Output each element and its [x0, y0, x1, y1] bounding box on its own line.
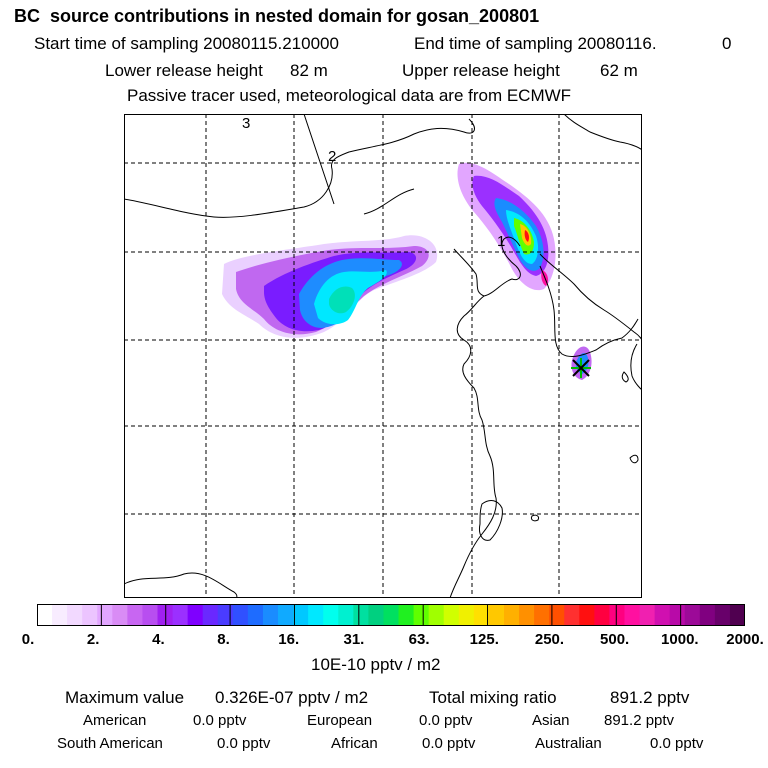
colorbar-cell — [624, 604, 641, 626]
colorbar-cell — [473, 604, 490, 626]
colorbar-cell — [714, 604, 731, 626]
region-value-asian: 891.2 pptv — [604, 712, 675, 729]
plume-inland — [222, 235, 438, 338]
colorbar-cell — [428, 604, 445, 626]
region-name-australian: Australian — [535, 735, 602, 752]
tracer-note: Passive tracer used, meteorological data… — [127, 86, 572, 105]
colorbar-cell — [488, 604, 505, 626]
colorbar-cell — [669, 604, 686, 626]
colorbar-cell — [67, 604, 83, 626]
colorbar-cell — [217, 604, 234, 626]
region-value-american: 0.0 pptv — [193, 712, 247, 729]
plot-title: BC source contributions in nested domain… — [14, 6, 540, 26]
lat-lon-grid — [124, 114, 642, 598]
region-name-american: American — [83, 712, 147, 729]
colorbar-cell — [82, 604, 98, 626]
region-name-asian: Asian — [532, 712, 570, 729]
colorbar-cell — [187, 604, 204, 626]
colorbar-cell — [458, 604, 475, 626]
grid-label-3: 3 — [242, 115, 250, 132]
region-value-south-american: 0.0 pptv — [217, 735, 271, 752]
colorbar-cell — [398, 604, 415, 626]
colorbar-tick-label: 0. — [21, 631, 35, 648]
total-mixing-label: Total mixing ratio — [429, 688, 557, 707]
plume-northeast — [457, 162, 556, 291]
colorbar-cell — [338, 604, 354, 626]
colorbar-cell — [262, 604, 279, 626]
colorbar-cell — [202, 604, 219, 626]
end-time-suffix: 0 — [722, 34, 732, 53]
colorbar-tick-label: 2000. — [726, 631, 764, 648]
map-frame — [124, 114, 642, 598]
grid-label-1: 1 — [497, 233, 505, 250]
colorbar-cell — [97, 604, 113, 626]
colorbar-cell — [549, 604, 565, 626]
max-value: 0.326E-07 pptv / m2 — [215, 688, 369, 707]
colorbar-cell — [247, 604, 264, 626]
colorbar-tick-label: 1000. — [661, 631, 699, 648]
lower-height-label: Lower release height — [105, 61, 263, 80]
colorbar-cell — [639, 604, 656, 626]
colorbar-cell — [172, 604, 189, 626]
colorbar-cell — [684, 604, 701, 626]
coastlines — [124, 114, 642, 598]
colorbar-tick-label: 8. — [217, 631, 230, 648]
colorbar-cell — [52, 604, 68, 626]
colorbar-tick-label: 4. — [152, 631, 165, 648]
colorbar-cell — [323, 604, 339, 626]
colorbar-cell — [609, 604, 626, 626]
colorbar-unit: 10E-10 pptv / m2 — [311, 655, 441, 674]
region-value-african: 0.0 pptv — [422, 735, 476, 752]
colorbar-cell — [112, 604, 128, 626]
colorbar-cell — [534, 604, 550, 626]
colorbar-cell — [383, 604, 400, 626]
colorbar-cell — [127, 604, 144, 626]
upper-height-value: 62 m — [600, 61, 638, 80]
end-time-label: End time of sampling 20080116. — [414, 34, 657, 53]
colorbar-cell — [278, 604, 294, 626]
region-value-australian: 0.0 pptv — [650, 735, 704, 752]
max-value-label: Maximum value — [65, 688, 185, 707]
colorbar-tick-label: 500. — [600, 631, 630, 648]
receptor-marker — [571, 358, 591, 378]
colorbar-frame — [37, 604, 745, 626]
upper-height-label: Upper release height — [402, 61, 560, 80]
colorbar-cell — [353, 604, 370, 626]
source-contribution-map: 3 2 1 — [124, 114, 642, 598]
lower-height-value: 82 m — [290, 61, 328, 80]
colorbar-cell — [594, 604, 611, 626]
colorbar-cell — [503, 604, 520, 626]
colorbar-cell — [232, 604, 249, 626]
colorbar-tick-label: 63. — [408, 631, 430, 648]
start-time-label: Start time of sampling 20080115.210000 — [34, 34, 339, 53]
colorbar-cell — [699, 604, 716, 626]
colorbar-cell — [142, 604, 159, 626]
colorbar-tick-label: 250. — [534, 631, 565, 648]
colorbar-cell — [368, 604, 385, 626]
colorbar-cell — [654, 604, 671, 626]
colorbar-tick-label: 31. — [343, 631, 365, 648]
colorbar-cell — [564, 604, 580, 626]
colorbar-cell — [729, 604, 745, 626]
colorbar-cell — [413, 604, 430, 626]
colorbar — [37, 604, 745, 626]
total-mixing-value: 891.2 pptv — [610, 688, 690, 707]
region-value-european: 0.0 pptv — [419, 712, 473, 729]
colorbar-cell — [308, 604, 324, 626]
colorbar-cell — [37, 604, 53, 626]
colorbar-cell — [579, 604, 595, 626]
colorbar-tick-label: 125. — [469, 631, 499, 648]
colorbar-cell — [443, 604, 460, 626]
region-name-south-american: South American — [57, 735, 163, 752]
grid-label-2: 2 — [328, 148, 336, 165]
colorbar-tick-label: 2. — [86, 631, 100, 648]
region-name-european: European — [307, 712, 373, 729]
colorbar-cell — [519, 604, 535, 626]
colorbar-tick-label: 16. — [278, 631, 300, 648]
region-name-african: African — [331, 735, 378, 752]
colorbar-cell — [293, 604, 309, 626]
